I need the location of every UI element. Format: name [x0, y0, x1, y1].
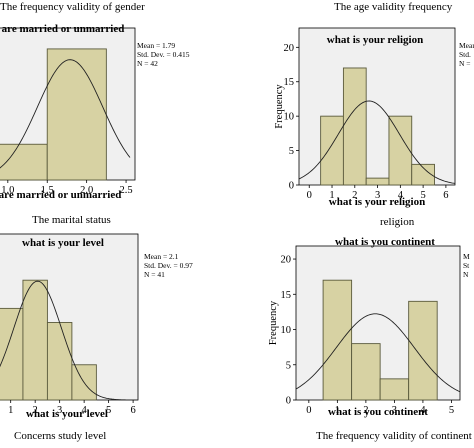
stats-label: St	[463, 261, 470, 270]
x-axis-label: what is you continent	[328, 406, 428, 418]
x-tick-label: 3	[57, 405, 62, 416]
stats-label: Mean	[459, 41, 474, 50]
y-tick-label: 10	[281, 325, 292, 336]
x-tick-label: 2	[352, 190, 357, 201]
x-tick-label: 2	[33, 405, 38, 416]
normal-curve	[295, 313, 461, 393]
normal-curve	[0, 59, 131, 169]
x-axis-label: what is your level	[26, 408, 108, 420]
stats-label: Std.	[459, 50, 471, 59]
x-tick-label: 5	[449, 405, 454, 416]
x-tick-label: 2.5	[119, 185, 132, 196]
histogram-bar	[22, 279, 48, 401]
chart-title: what is you continent	[335, 236, 435, 248]
stats-label: Mean = 1.79	[137, 41, 175, 50]
y-axis-label: Frequency	[268, 300, 279, 345]
x-tick-label: 6	[443, 190, 448, 201]
y-tick-label: 15	[281, 290, 292, 301]
x-tick-label: 4	[82, 405, 88, 416]
x-tick-label: 1	[329, 190, 334, 201]
x-tick-label: 6	[130, 405, 135, 416]
histogram-bar	[322, 279, 353, 401]
caption-gender: The frequency validity of gender	[0, 1, 145, 13]
y-tick-label: 0	[286, 396, 291, 407]
histogram-bar	[0, 143, 48, 181]
chart-title: what is your religion	[327, 34, 423, 46]
stats-label: M	[463, 252, 470, 261]
caption-religion: religion	[380, 216, 415, 228]
x-tick-label: 2.0	[80, 185, 93, 196]
x-tick-label: 4	[420, 405, 426, 416]
stats-label: Std. Dev. = 0.97	[144, 261, 193, 270]
panel-marital: are married or unmarried Mean = 1.79Std. …	[0, 23, 190, 201]
histogram-bar	[342, 67, 367, 186]
caption-marital: The marital status	[32, 214, 111, 226]
y-tick-label: 0	[289, 181, 294, 192]
x-tick-label: 0	[306, 405, 311, 416]
caption-study-level: Concerns study level	[14, 430, 107, 442]
histogram-bar	[388, 115, 413, 186]
x-tick-label: 1.5	[41, 185, 54, 196]
histogram-bar	[0, 307, 24, 401]
y-tick-label: 5	[286, 360, 291, 371]
normal-curve	[298, 100, 456, 184]
y-tick-label: 20	[284, 43, 295, 54]
x-tick-label: 5	[420, 190, 425, 201]
normal-curve	[0, 280, 138, 401]
panel-religion: what is your religion MeanStd.N = 0 1 2 3 4 5 6 w…	[274, 27, 474, 208]
x-tick-label: 1	[8, 405, 13, 416]
stats-label: Std. Dev. = 0.415	[137, 50, 190, 59]
stats-label: N = 42	[137, 59, 158, 68]
x-tick-label: 3	[392, 405, 397, 416]
x-tick-label: 4	[398, 190, 404, 201]
x-tick-label: 5	[106, 405, 111, 416]
x-tick-label: 1.0	[1, 185, 14, 196]
chart-title: what is your level	[22, 237, 104, 249]
stats-label: N =	[459, 59, 471, 68]
histogram-bar	[379, 378, 410, 401]
x-axis-label: are married or unmarried	[0, 189, 121, 201]
x-tick-label: 2	[363, 405, 368, 416]
histogram-bar	[320, 115, 344, 186]
y-axis-label: Frequency	[274, 84, 285, 129]
histogram-bar	[46, 322, 73, 401]
caption-age: The age validity frequency	[334, 1, 453, 13]
x-tick-label: 3	[375, 190, 380, 201]
histogram-bar	[408, 300, 438, 401]
x-axis-label: what is your religion	[329, 196, 425, 208]
y-tick-label: 15	[284, 77, 295, 88]
y-tick-label: 5	[289, 146, 294, 157]
caption-continent: The frequency validity of continent	[316, 430, 472, 442]
histogram-bar	[46, 48, 107, 181]
chart-title: are married or unmarried	[2, 23, 125, 35]
stats-label: N = 41	[144, 270, 165, 279]
histogram-bar	[365, 177, 390, 186]
x-tick-label: 0	[307, 190, 312, 201]
stats-label: N	[463, 270, 469, 279]
y-tick-label: 20	[281, 255, 292, 266]
x-tick-label: 1	[335, 405, 340, 416]
stats-label: Mean = 2.1	[144, 252, 179, 261]
y-tick-label: 10	[284, 112, 295, 123]
histogram-bar	[351, 343, 381, 401]
